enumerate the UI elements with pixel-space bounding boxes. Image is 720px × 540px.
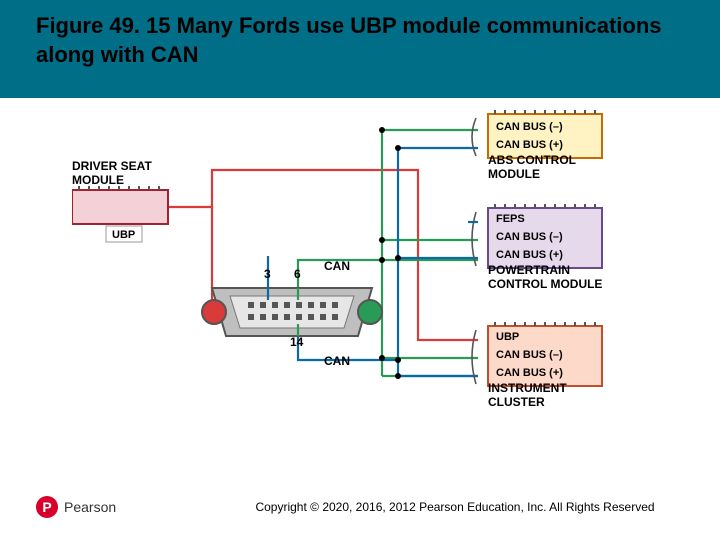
svg-text:MODULE: MODULE [488, 167, 540, 181]
svg-text:14: 14 [290, 335, 304, 349]
wiring-diagram: DRIVER SEATMODULECAN BUS (–)CAN BUS (+)A… [72, 110, 632, 450]
svg-text:DRIVER SEAT: DRIVER SEAT [72, 159, 152, 173]
svg-text:MODULE: MODULE [72, 173, 124, 187]
svg-text:3: 3 [264, 267, 271, 281]
svg-text:CAN BUS (–): CAN BUS (–) [496, 349, 563, 361]
svg-text:CAN: CAN [324, 259, 350, 273]
svg-text:UBP: UBP [496, 331, 519, 343]
svg-text:INSTRUMENT: INSTRUMENT [488, 381, 567, 395]
svg-text:CONTROL MODULE: CONTROL MODULE [488, 277, 602, 291]
svg-text:CAN BUS (+): CAN BUS (+) [496, 249, 563, 261]
svg-text:ABS CONTROL: ABS CONTROL [488, 153, 576, 167]
slide: Figure 49. 15 Many Fords use UBP module … [0, 0, 720, 540]
svg-text:CAN BUS (–): CAN BUS (–) [496, 231, 563, 243]
copyright-text: Copyright © 2020, 2016, 2012 Pearson Edu… [200, 500, 710, 514]
svg-text:CAN BUS (+): CAN BUS (+) [496, 139, 563, 151]
pearson-brand-text: Pearson [64, 499, 116, 515]
svg-text:CLUSTER: CLUSTER [488, 395, 545, 409]
pearson-logo-mark: P [36, 496, 58, 518]
svg-text:POWERTRAIN: POWERTRAIN [488, 263, 570, 277]
svg-text:FEPS: FEPS [496, 213, 525, 225]
svg-text:6: 6 [294, 267, 301, 281]
svg-text:UBP: UBP [112, 229, 135, 241]
diagram-area: DRIVER SEATMODULECAN BUS (–)CAN BUS (+)A… [72, 110, 632, 480]
svg-text:CAN BUS (+): CAN BUS (+) [496, 367, 563, 379]
pearson-logo: P Pearson [36, 496, 116, 518]
figure-title: Figure 49. 15 Many Fords use UBP module … [36, 12, 676, 69]
svg-text:CAN: CAN [324, 354, 350, 368]
svg-text:CAN BUS (–): CAN BUS (–) [496, 121, 563, 133]
